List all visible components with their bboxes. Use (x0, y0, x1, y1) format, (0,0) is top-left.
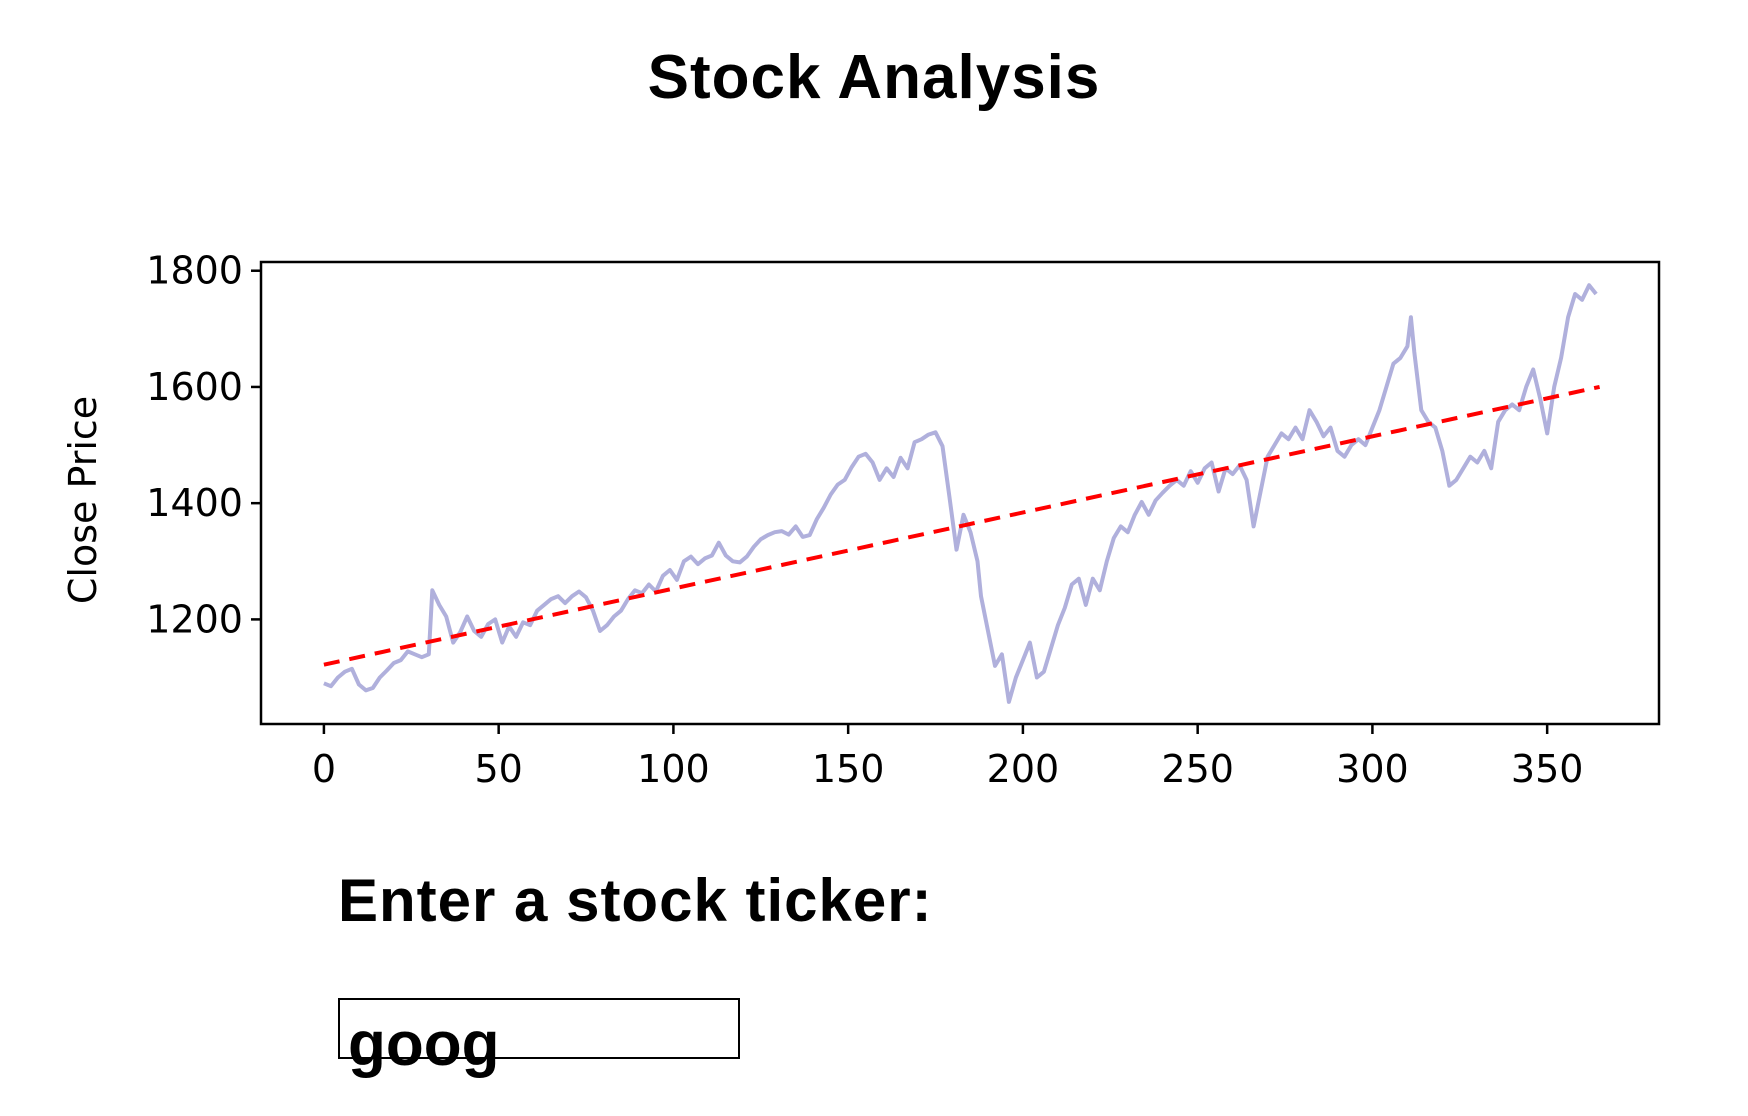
x-tick-label: 150 (812, 747, 885, 791)
y-tick-label: 1600 (146, 365, 243, 409)
y-axis-label: Close Price (61, 396, 105, 604)
trend-line (323, 384, 1601, 667)
x-tick-label: 350 (1511, 747, 1584, 791)
x-tick-label: 0 (312, 747, 336, 791)
y-tick-label: 1800 (146, 249, 243, 293)
y-tick-label: 1400 (146, 481, 243, 525)
close-price-line (323, 283, 1598, 704)
price-chart: 0 50 100 150 200 250 300 350 1200 1400 1600 1800 Cl… (61, 249, 1661, 791)
y-tick-label: 1200 (146, 597, 243, 641)
x-tick-label: 100 (637, 747, 710, 791)
ticker-input-value: goog (348, 1010, 500, 1079)
ticker-input[interactable]: goog (338, 998, 740, 1076)
x-tick-label: 50 (474, 747, 522, 791)
page-title: Stock Analysis (647, 43, 1101, 112)
x-tick-label: 300 (1336, 747, 1409, 791)
x-tick-label: 200 (987, 747, 1060, 791)
ticker-label: Enter a stock ticker: (338, 867, 933, 934)
plot-frame (259, 260, 1661, 726)
x-tick-label: 250 (1161, 747, 1234, 791)
